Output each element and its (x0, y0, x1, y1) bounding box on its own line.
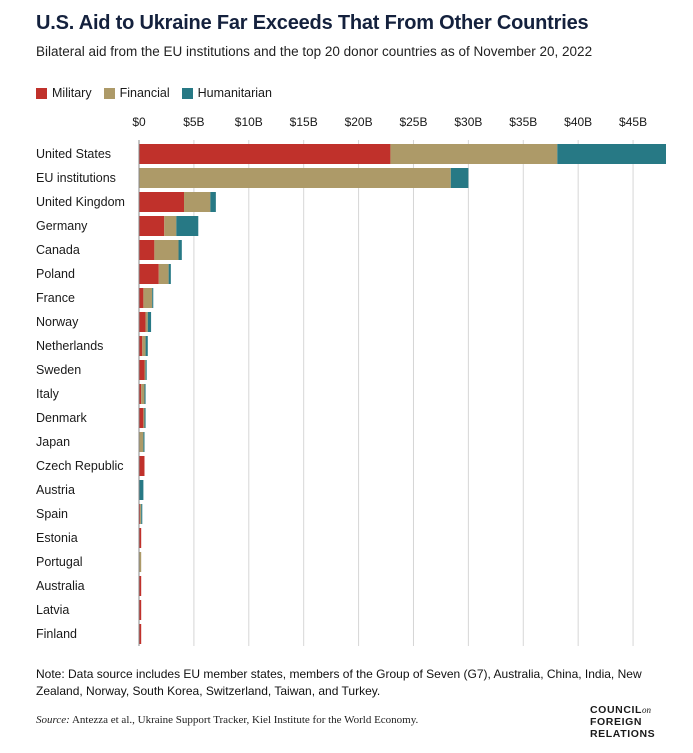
category-label: Poland (36, 267, 75, 281)
legend-item-humanitarian: Humanitarian (181, 86, 272, 100)
bar-financial (140, 504, 142, 524)
bar-financial (184, 192, 211, 212)
category-label: Italy (36, 387, 60, 401)
x-tick-label: $40B (564, 115, 592, 129)
x-tick-label: $10B (235, 115, 263, 129)
bar-military (139, 264, 159, 284)
category-label: EU institutions (36, 171, 116, 185)
bar-humanitarian (144, 384, 146, 404)
chart-note: Note: Data source includes EU member sta… (36, 667, 642, 698)
source-label: Source: (36, 714, 70, 726)
bar-financial (143, 288, 153, 308)
category-label: Spain (36, 507, 68, 521)
bar-humanitarian (145, 336, 148, 356)
legend-swatch-humanitarian (181, 87, 193, 99)
bar-financial (143, 408, 145, 428)
x-tick-label: $30B (454, 115, 482, 129)
bar-financial (141, 384, 145, 404)
bar-humanitarian (141, 504, 143, 524)
bar-humanitarian (450, 168, 469, 188)
category-label: Norway (36, 315, 79, 329)
category-label: Austria (36, 483, 75, 497)
bar-military (139, 504, 141, 524)
cfr-logo: COUNCILon FOREIGN RELATIONS (590, 704, 656, 740)
x-tick-label: $15B (290, 115, 318, 129)
stacked-bar-chart: $0 $5B $10B $15B $20B $25B $30B $35B $40B $45B Uni… (36, 115, 666, 646)
legend-item-military: Military (36, 86, 92, 100)
category-label: Sweden (36, 363, 81, 377)
bar-military (139, 576, 142, 596)
category-label: Canada (36, 243, 80, 257)
category-label: Estonia (36, 531, 78, 545)
category-label: United Kingdom (36, 195, 125, 209)
category-label: Czech Republic (36, 459, 124, 473)
bar-humanitarian (557, 144, 666, 164)
bar-military (139, 408, 144, 428)
category-label: Australia (36, 579, 85, 593)
bar-humanitarian (143, 432, 145, 452)
bar-military (139, 384, 142, 404)
category-label: Netherlands (36, 339, 103, 353)
bar-financial (144, 360, 146, 380)
category-label: Denmark (36, 411, 87, 425)
bar-military (139, 600, 142, 620)
category-label: France (36, 291, 75, 305)
bar-humanitarian (178, 240, 182, 260)
x-tick-label: $5B (183, 115, 204, 129)
bar-military (139, 192, 185, 212)
category-label: Latvia (36, 603, 69, 617)
bar-military (139, 216, 165, 236)
legend-label-financial: Financial (119, 86, 170, 100)
category-label: Germany (36, 219, 88, 233)
bar-financial (139, 432, 144, 452)
bar-financial (164, 216, 177, 236)
x-tick-label: $45B (619, 115, 647, 129)
legend-item-financial: Financial (103, 86, 170, 100)
chart-subtitle: Bilateral aid from the EU institutions a… (36, 44, 593, 59)
bar-military (139, 288, 144, 308)
bar-financial (390, 144, 558, 164)
bar-military (139, 144, 391, 164)
bar-humanitarian (152, 288, 154, 308)
bar-financial (139, 552, 142, 572)
bar-humanitarian (210, 192, 216, 212)
legend-swatch-military (36, 87, 47, 99)
bar-military (139, 336, 143, 356)
bar-humanitarian (144, 408, 146, 428)
bar-humanitarian (168, 264, 171, 284)
legend-swatch-financial (103, 87, 115, 99)
chart-title: U.S. Aid to Ukraine Far Exceeds That Fro… (36, 12, 589, 34)
category-label: United States (36, 147, 111, 161)
x-tick-label: $25B (399, 115, 427, 129)
category-label: Finland (36, 627, 77, 641)
bar-military (139, 624, 142, 644)
source-text: Antezza et al., Ukraine Support Tracker,… (71, 714, 419, 726)
legend: Military Financial Humanitarian (36, 86, 272, 100)
bar-financial (142, 336, 146, 356)
bar-humanitarian (176, 216, 199, 236)
category-label: Portugal (36, 555, 83, 569)
bar-financial (158, 264, 169, 284)
x-tick-label: $35B (509, 115, 537, 129)
bar-military (139, 528, 142, 548)
bar-financial (145, 312, 148, 332)
bar-humanitarian (139, 480, 144, 500)
bar-financial (154, 240, 179, 260)
legend-label-humanitarian: Humanitarian (197, 86, 272, 100)
chart-source: Source: Antezza et al., Ukraine Support … (36, 714, 556, 726)
bar-humanitarian (145, 360, 147, 380)
bar-military (139, 360, 145, 380)
legend-label-military: Military (52, 86, 92, 100)
bar-financial (139, 168, 451, 188)
x-tick-label: $20B (345, 115, 373, 129)
bar-military (139, 312, 146, 332)
bar-military (139, 456, 145, 476)
bar-military (139, 240, 155, 260)
category-label: Japan (36, 435, 70, 449)
bar-humanitarian (147, 312, 152, 332)
x-tick-label: $0 (132, 115, 146, 129)
